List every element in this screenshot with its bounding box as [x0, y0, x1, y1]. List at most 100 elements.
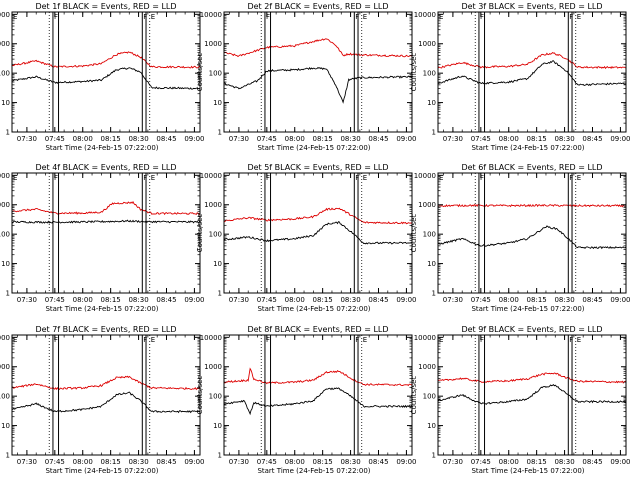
- y-axis-label: Counts/sec: [410, 376, 418, 415]
- event-marker-label: E: [577, 174, 581, 182]
- x-tick-label: 07:45: [471, 135, 491, 143]
- y-tick-label: 1000: [204, 363, 222, 371]
- x-tick-label: 07:45: [257, 296, 277, 304]
- x-tick-label: 07:45: [471, 458, 491, 466]
- y-tick-label: 1: [218, 452, 222, 460]
- x-tick-label: 07:45: [45, 135, 65, 143]
- series-line-events: [438, 225, 626, 250]
- y-tick-label: 10000: [200, 334, 222, 342]
- series-line-events: [224, 387, 412, 416]
- y-tick-label: 10000: [200, 11, 222, 19]
- y-tick-label: 100: [423, 393, 436, 401]
- chart-title: Det 1f BLACK = Events, RED = LLD: [35, 2, 176, 11]
- x-axis-label: Start Time (24-Feb-15 07:22:00): [471, 467, 584, 475]
- y-tick-label: 1: [432, 129, 436, 137]
- chart-title: Det 8f BLACK = Events, RED = LLD: [247, 325, 388, 334]
- event-marker-label: F: [143, 13, 147, 21]
- x-tick-label: 07:45: [471, 296, 491, 304]
- x-tick-label: 07:30: [229, 458, 249, 466]
- chart-panel-4: Det 4f BLACK = Events, RED = LLDFFEE1101…: [0, 163, 205, 313]
- y-tick-label: 10: [213, 99, 222, 107]
- series-line-events: [438, 383, 626, 405]
- x-tick-label: 07:30: [229, 296, 249, 304]
- x-tick-label: 08:00: [285, 296, 305, 304]
- plot-frame: [437, 11, 627, 133]
- y-tick-label: 10000: [0, 11, 10, 19]
- y-axis-label: Counts/sec: [410, 214, 418, 253]
- event-marker-label: F: [569, 13, 573, 21]
- y-tick-label: 10000: [0, 334, 10, 342]
- x-tick-label: 09:00: [396, 296, 416, 304]
- series-line-lld: [12, 375, 200, 391]
- x-tick-label: 08:45: [582, 458, 602, 466]
- x-tick-label: 08:15: [101, 296, 121, 304]
- y-tick-label: 1000: [418, 40, 436, 48]
- x-tick-label: 08:30: [340, 135, 360, 143]
- series-line-lld: [224, 367, 412, 387]
- chart-panel-1: Det 1f BLACK = Events, RED = LLDFFEE1101…: [0, 2, 205, 152]
- chart-title: Det 9f BLACK = Events, RED = LLD: [461, 325, 602, 334]
- chart-title: Det 5f BLACK = Events, RED = LLD: [247, 163, 388, 172]
- corner-label: E: [439, 13, 443, 21]
- x-tick-label: 08:00: [73, 296, 93, 304]
- x-tick-label: 08:00: [285, 135, 305, 143]
- event-marker-label: F: [54, 336, 58, 344]
- y-axis-label: Counts/sec: [196, 376, 204, 415]
- plot-frame: [11, 172, 201, 294]
- chart-title: Det 3f BLACK = Events, RED = LLD: [461, 2, 602, 11]
- x-tick-label: 09:00: [396, 458, 416, 466]
- x-axis-label: Start Time (24-Feb-15 07:22:00): [257, 467, 370, 475]
- x-tick-label: 07:30: [17, 135, 37, 143]
- event-marker-label: E: [577, 336, 581, 344]
- event-marker-label: E: [577, 13, 581, 21]
- x-tick-label: 07:30: [17, 296, 37, 304]
- corner-label: E: [439, 336, 443, 344]
- y-tick-label: 1: [218, 129, 222, 137]
- y-tick-label: 10: [1, 99, 10, 107]
- x-tick-label: 08:15: [313, 458, 333, 466]
- x-tick-label: 08:45: [582, 296, 602, 304]
- y-tick-label: 10: [427, 99, 436, 107]
- series-line-lld: [438, 203, 626, 208]
- event-marker-label: E: [151, 174, 155, 182]
- chart-title: Det 6f BLACK = Events, RED = LLD: [461, 163, 602, 172]
- event-marker-label: F: [569, 174, 573, 182]
- x-tick-label: 08:15: [313, 135, 333, 143]
- event-marker-label: F: [480, 336, 484, 344]
- plot-frame: [437, 334, 627, 456]
- event-marker-label: F: [355, 336, 359, 344]
- x-tick-label: 09:00: [184, 458, 204, 466]
- x-tick-label: 07:30: [17, 458, 37, 466]
- event-marker-label: F: [54, 174, 58, 182]
- x-tick-label: 08:15: [313, 296, 333, 304]
- event-marker-label: F: [480, 174, 484, 182]
- y-tick-label: 1000: [418, 201, 436, 209]
- y-tick-label: 1: [6, 290, 10, 298]
- plot-frame: [11, 11, 201, 133]
- event-marker-label: E: [363, 13, 367, 21]
- y-axis-label: Counts/sec: [410, 53, 418, 92]
- event-marker-label: F: [143, 336, 147, 344]
- event-marker-label: F: [355, 13, 359, 21]
- corner-label: E: [13, 336, 17, 344]
- x-tick-label: 08:30: [128, 296, 148, 304]
- x-tick-label: 07:30: [443, 135, 463, 143]
- x-tick-label: 08:45: [156, 135, 176, 143]
- plot-frame: [223, 11, 413, 133]
- x-tick-label: 08:00: [73, 135, 93, 143]
- x-tick-label: 08:45: [582, 135, 602, 143]
- x-axis-label: Start Time (24-Feb-15 07:22:00): [257, 305, 370, 313]
- plot-frame: [437, 172, 627, 294]
- chart-title: Det 4f BLACK = Events, RED = LLD: [35, 163, 176, 172]
- x-tick-label: 08:30: [554, 296, 574, 304]
- corner-label: E: [439, 174, 443, 182]
- x-tick-label: 07:45: [257, 135, 277, 143]
- y-tick-label: 10000: [200, 172, 222, 180]
- x-tick-label: 08:30: [128, 135, 148, 143]
- x-tick-label: 09:00: [184, 135, 204, 143]
